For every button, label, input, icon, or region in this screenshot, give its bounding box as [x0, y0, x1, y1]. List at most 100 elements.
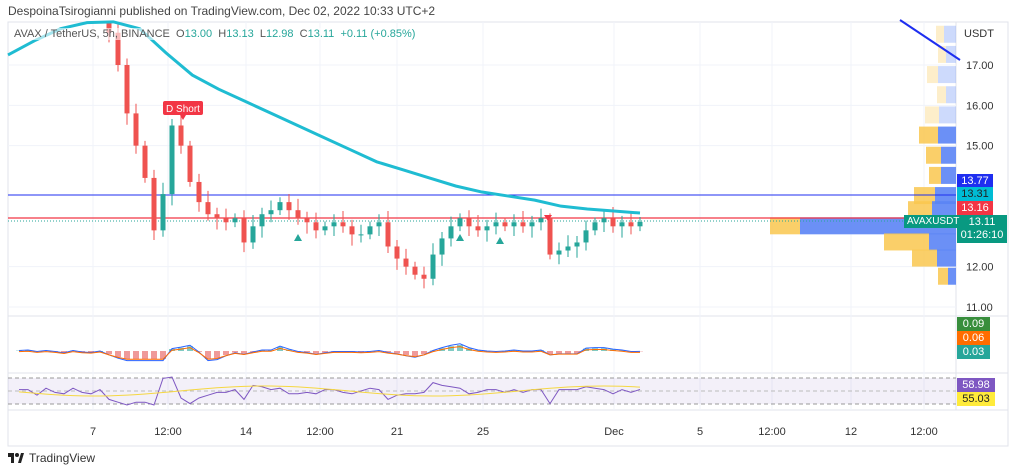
macd-histogram-bar: [133, 351, 139, 359]
candle-body: [628, 222, 634, 227]
volume-profile-bar-down: [925, 106, 939, 124]
candle-body: [35, 0, 40, 5]
volume-profile-bar-down: [938, 267, 948, 285]
buy-signal-icon: [496, 237, 504, 244]
open-value: 13.00: [184, 28, 213, 40]
macd-histogram-bar: [25, 350, 31, 351]
tradingview-logo[interactable]: TradingView: [8, 451, 95, 465]
symbol-legend: AVAX / TetherUS, 5h, BINANCE O13.00 H13.…: [14, 28, 416, 40]
currency-label: USDT: [964, 28, 994, 40]
candle-body: [466, 218, 472, 227]
candle-body: [71, 0, 76, 8]
last-price-badge: 13.11 01:26:10: [957, 215, 1007, 243]
macd-histogram-bar: [619, 350, 625, 351]
macd-histogram-bar: [151, 351, 157, 359]
trendline[interactable]: [899, 19, 961, 61]
candle-body: [295, 210, 301, 219]
candle-body: [493, 222, 499, 227]
candle-body: [556, 250, 562, 255]
macd-histogram-bar: [457, 345, 463, 351]
candle-body: [502, 222, 508, 227]
price-tick-label: 16.00: [966, 100, 994, 112]
macd-histogram-bar: [574, 351, 580, 354]
candle-group: [35, 0, 643, 289]
close-value: 13.11: [307, 28, 335, 40]
candle-body: [448, 226, 454, 239]
buy-signal-icon: [294, 234, 302, 241]
rsi-ma-line: [18, 385, 641, 397]
macd-histogram-bar: [214, 351, 220, 359]
volume-profile-bar-up: [938, 126, 956, 144]
candle-body: [80, 0, 85, 4]
candle-body: [214, 214, 220, 219]
macd-histogram-bar: [61, 351, 67, 353]
volume-profile-bar-up: [937, 249, 956, 267]
macd-histogram-bar: [394, 351, 400, 354]
macd-histogram-bar: [241, 351, 247, 354]
macd-histogram-bar: [385, 351, 391, 353]
candle-body: [610, 218, 616, 227]
candle-body: [601, 218, 607, 223]
candle-body: [115, 32, 121, 65]
volume-profile-bar-up: [935, 187, 956, 205]
macd-histogram-bar: [205, 351, 211, 359]
volume-profile-bar-up: [946, 86, 956, 104]
candle-body: [367, 226, 373, 235]
volume-profile-bar-down: [927, 66, 938, 84]
macd-histogram-bar: [511, 350, 517, 351]
sell-signal-icon: [544, 215, 552, 221]
macd-histogram-bar: [403, 351, 409, 355]
volume-profile-bar-down: [937, 86, 946, 104]
candle-body: [133, 113, 139, 146]
high-value: 13.13: [226, 28, 254, 40]
macd-histogram-bar: [322, 351, 328, 353]
macd-histogram-bar: [313, 351, 319, 354]
candle-body: [349, 226, 355, 235]
candle-body: [178, 125, 184, 146]
candle-body: [205, 202, 211, 215]
candle-body: [241, 218, 247, 243]
volume-profile-bar-down: [770, 217, 800, 235]
rsi-ma-badge: 55.03: [957, 392, 995, 406]
time-tick-label: 12:00: [306, 426, 334, 438]
candle-body: [277, 202, 283, 211]
candle-body: [232, 218, 238, 223]
candle-body: [259, 214, 265, 227]
last-price: 13.11: [968, 216, 996, 228]
candle-body: [475, 226, 481, 231]
candle-body: [322, 226, 328, 231]
macd-histogram-bar: [124, 351, 130, 359]
change-value: +0.11 (+0.85%): [340, 28, 416, 40]
volume-profile-bar-down: [926, 146, 941, 164]
brand-name: TradingView: [29, 451, 96, 465]
macd-histogram-bar: [475, 350, 481, 351]
price-tick-label: 17.00: [966, 60, 994, 72]
symbol-name: AVAX / TetherUS, 5h, BINANCE: [14, 28, 170, 40]
time-tick-label: 12:00: [910, 426, 938, 438]
d-short-marker: D Short: [163, 101, 203, 120]
histogram-badge: 0.03: [957, 345, 990, 359]
candle-body: [376, 222, 382, 227]
macd-histogram-bar: [412, 351, 418, 357]
publish-info: DespoinaTsirogianni published on Trading…: [8, 4, 436, 18]
volume-profile-bar-up: [941, 166, 956, 184]
price-tick-label: 12.00: [966, 262, 994, 274]
candle-body: [484, 226, 490, 231]
time-tick-label: Dec: [604, 426, 624, 438]
time-tick-label: 12: [845, 426, 857, 438]
low-value: 12.98: [265, 28, 294, 40]
macd-histogram-bar: [142, 351, 148, 359]
moving-average-line: [7, 20, 641, 215]
candle-body: [430, 254, 436, 279]
candle-body: [457, 218, 463, 227]
macd-histogram-bar: [88, 351, 94, 353]
time-tick-label: 14: [240, 426, 252, 438]
candle-body: [196, 181, 202, 203]
open-label: O: [176, 28, 185, 40]
high-label: H: [218, 28, 227, 40]
candle-body: [160, 194, 166, 231]
candle-body: [529, 222, 535, 227]
macd-histogram-bar: [187, 346, 193, 351]
candle-body: [89, 5, 94, 13]
